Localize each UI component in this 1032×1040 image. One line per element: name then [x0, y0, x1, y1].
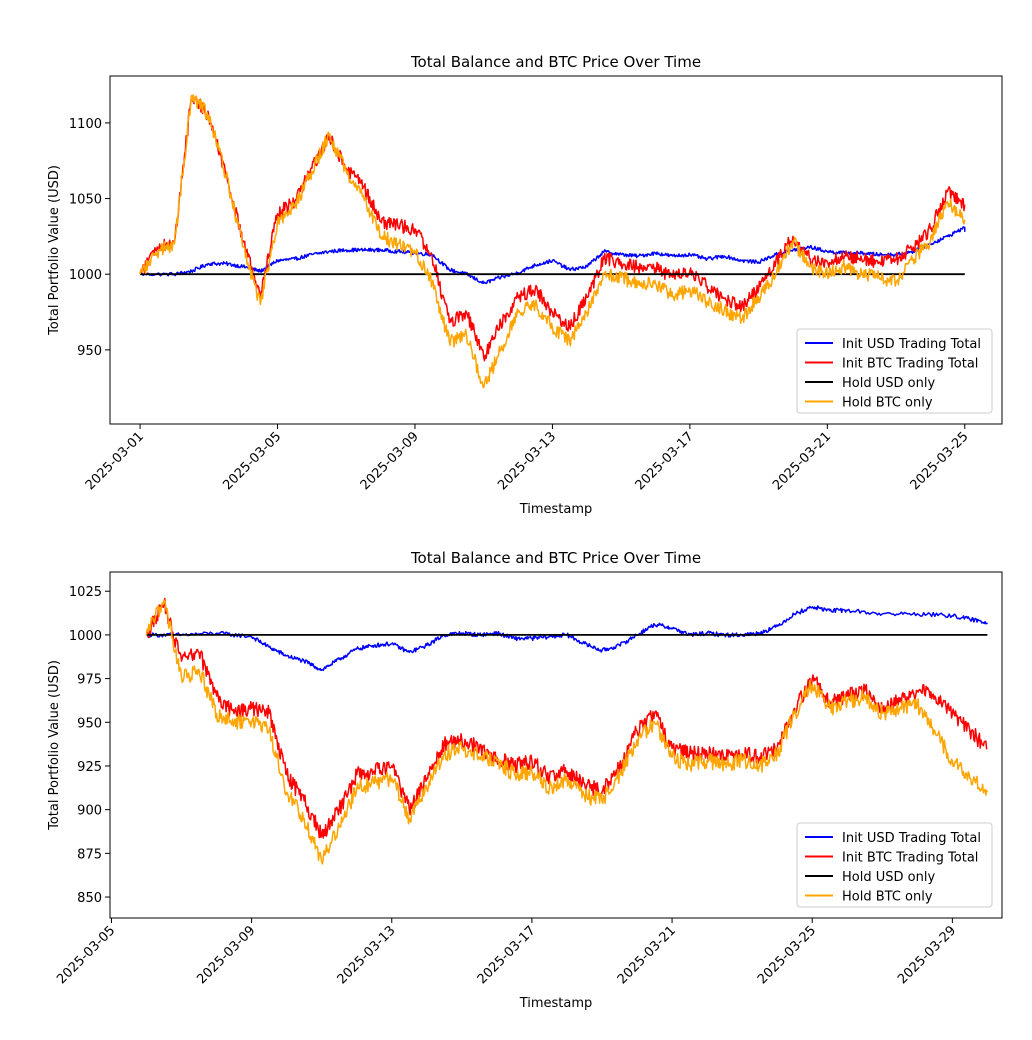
- chart-2: Total Balance and BTC Price Over Time 850…: [47, 549, 1003, 1011]
- y-tick-label: 950: [77, 344, 102, 359]
- x-tick-label: 2025-03-13: [495, 429, 559, 493]
- series-line-4: [139, 94, 966, 389]
- legend-entry: Hold USD only: [842, 376, 935, 391]
- axes-frame: [109, 571, 1003, 919]
- chart-title: Total Balance and BTC Price Over Time: [410, 53, 701, 71]
- y-tick-label: 975: [77, 673, 102, 688]
- x-tick-label: 2025-03-13: [335, 923, 399, 987]
- x-tick-label: 2025-03-05: [54, 923, 118, 987]
- legend-entry: Init USD Trading Total: [842, 337, 981, 352]
- x-tick-label: 2025-03-25: [908, 429, 972, 493]
- legend-entry: Hold BTC only: [842, 890, 933, 905]
- y-tick-label: 950: [77, 716, 102, 731]
- legend-entry: Hold USD only: [842, 870, 935, 885]
- legend-entry: Init USD Trading Total: [842, 831, 981, 846]
- series-line-2: [139, 94, 966, 362]
- series-line-1: [146, 605, 988, 672]
- x-tick-label: 2025-03-17: [633, 429, 697, 493]
- axes-frame: [109, 75, 1003, 425]
- plot-area: [139, 94, 966, 389]
- y-tick-label: 1025: [69, 585, 102, 600]
- plot-area: [145, 597, 989, 865]
- y-axis-label: Total Portfolio Value (USD): [47, 165, 62, 336]
- x-axis-label: Timestamp: [519, 502, 593, 517]
- legend-entry: Init BTC Trading Total: [842, 851, 978, 866]
- x-axis-label: Timestamp: [519, 996, 593, 1011]
- x-tick-label: 2025-03-25: [755, 923, 819, 987]
- series-line-1: [139, 226, 966, 285]
- series-line-4: [145, 599, 989, 865]
- chart-title: Total Balance and BTC Price Over Time: [410, 549, 701, 567]
- x-tick-label: 2025-03-17: [475, 923, 539, 987]
- y-tick-label: 900: [77, 804, 102, 819]
- legend: Init USD Trading Total Init BTC Trading T…: [796, 328, 993, 414]
- legend-entry: Hold BTC only: [842, 396, 933, 411]
- y-tick-label: 1100: [69, 117, 102, 132]
- y-axis-label: Total Portfolio Value (USD): [47, 660, 62, 831]
- x-tick-label: 2025-03-21: [615, 923, 679, 987]
- x-tick-label: 2025-03-29: [895, 923, 959, 987]
- y-tick-label: 1050: [69, 193, 102, 208]
- x-tick-label: 2025-03-05: [220, 429, 284, 493]
- legend-entry: Init BTC Trading Total: [842, 357, 978, 372]
- chart-1: Total Balance and BTC Price Over Time 950…: [47, 53, 1003, 517]
- legend: Init USD Trading Total Init BTC Trading T…: [796, 822, 993, 908]
- x-tick-label: 2025-03-01: [83, 429, 147, 493]
- y-tick-label: 1000: [69, 629, 102, 644]
- y-tick-label: 1000: [69, 268, 102, 283]
- y-tick-label: 850: [77, 891, 102, 906]
- legend-box: [796, 328, 993, 414]
- series-line-2: [145, 597, 988, 839]
- y-tick-label: 925: [77, 760, 102, 775]
- legend-box: [796, 822, 993, 908]
- y-tick-label: 875: [77, 847, 102, 862]
- x-tick-label: 2025-03-09: [194, 923, 258, 987]
- x-tick-label: 2025-03-09: [358, 429, 422, 493]
- x-tick-label: 2025-03-21: [770, 429, 834, 493]
